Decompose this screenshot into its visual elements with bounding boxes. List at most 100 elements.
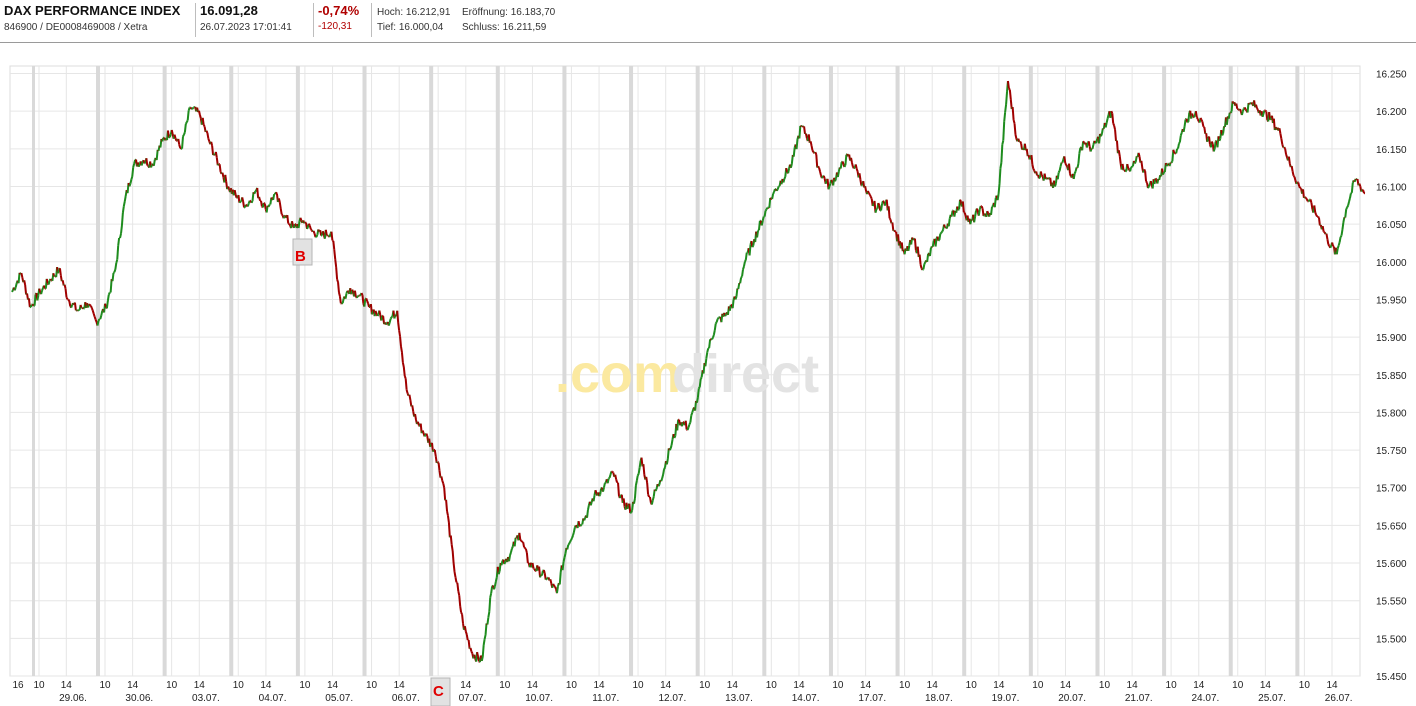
price-segment [1304, 196, 1307, 199]
price-segment [690, 412, 694, 416]
x-hour-label: 10 [299, 680, 311, 691]
price-segment [1143, 168, 1147, 172]
price-segment [493, 585, 496, 590]
price-segment [1140, 160, 1144, 169]
price-segment [437, 462, 441, 471]
price-segment [1137, 152, 1141, 157]
price-segment [1303, 196, 1306, 199]
price-segment [112, 271, 116, 274]
x-hour-label: 14 [194, 680, 206, 691]
x-hour-label: 14 [1260, 680, 1272, 691]
price-segment [1105, 118, 1109, 124]
price-segment [975, 208, 979, 213]
price-segment [768, 197, 772, 208]
y-axis: 16.250 16.200 16.150 16.100 16.050 16.000 15.9… [1376, 70, 1407, 683]
price-segment [121, 206, 125, 214]
price-segment [1350, 182, 1354, 193]
price-segment [1265, 111, 1269, 121]
price-segment [776, 186, 780, 190]
price-segment [1111, 113, 1115, 124]
price-segment [731, 299, 735, 309]
x-hour-label: 14 [727, 680, 739, 691]
price-segment [1315, 214, 1318, 218]
price-segment [980, 205, 984, 210]
price-segment [570, 537, 573, 541]
price-segment [253, 190, 257, 195]
price-segment [376, 313, 380, 317]
session-separator [1228, 66, 1233, 676]
price-segment [997, 183, 1001, 195]
price-segment [1269, 118, 1272, 121]
price-segment [20, 272, 24, 278]
price-segment [618, 494, 622, 499]
price-segment [351, 289, 354, 292]
price-segment [1182, 126, 1186, 133]
y-tick-label: 16.100 [1376, 182, 1407, 193]
price-segment [663, 467, 666, 470]
price-segment [575, 524, 578, 528]
instrument-header: DAX PERFORMANCE INDEX 846900 / DE0008469… [0, 0, 1416, 43]
price-segment [940, 231, 943, 234]
price-segment [345, 290, 349, 294]
price-segment [626, 505, 630, 510]
price-segment [246, 203, 250, 207]
price-segment [442, 483, 446, 488]
x-day-label: 13.07. [725, 693, 753, 704]
price-segment [476, 651, 480, 657]
instrument-id: 846900 / DE0008469008 / Xetra [4, 22, 148, 33]
price-segment [1183, 119, 1187, 127]
price-segment [634, 480, 638, 486]
price-segment [742, 261, 746, 267]
price-segment [922, 264, 926, 270]
price-segment [279, 208, 283, 215]
price-segment [638, 460, 642, 468]
price-segment [133, 159, 137, 165]
price-segment [552, 583, 556, 587]
price-segment [202, 124, 206, 128]
price-segment [1295, 181, 1299, 185]
price-segment [421, 430, 425, 434]
price-segment [1338, 236, 1342, 243]
price-segment [299, 217, 303, 222]
price-segment [795, 138, 799, 150]
price-segment [918, 254, 922, 265]
price-segment [465, 634, 469, 641]
price-segment [183, 123, 187, 133]
x-hour-label: 14 [860, 680, 872, 691]
price-segment [637, 467, 641, 474]
price-segment [14, 282, 18, 288]
price-segment [739, 277, 743, 284]
price-segment [586, 509, 589, 518]
price-segment [882, 200, 885, 203]
price-segment [96, 320, 100, 326]
price-segment [1243, 107, 1247, 110]
price-segment [913, 238, 917, 251]
x-hour-label: 14 [993, 680, 1005, 691]
price-segment [452, 562, 456, 573]
price-segment [161, 137, 165, 142]
session-separator [962, 66, 967, 676]
price-segment [183, 131, 186, 136]
price-segment [1203, 127, 1207, 134]
y-tick-label: 15.500 [1376, 634, 1407, 645]
price-segment [322, 231, 325, 236]
price-segment [704, 358, 708, 367]
price-segment [433, 449, 437, 457]
price-segment [1235, 103, 1239, 109]
price-segment [708, 339, 712, 348]
price-segment [94, 319, 98, 323]
price-segment [1170, 160, 1174, 164]
price-segment [853, 166, 856, 170]
x-hour-label: 14 [460, 680, 472, 691]
price-segment [221, 172, 225, 178]
price-segment [522, 542, 526, 548]
price-segment [401, 362, 405, 368]
price-segment [177, 138, 181, 145]
price-segment [1077, 153, 1081, 164]
price-segment [869, 196, 873, 200]
price-segment [11, 289, 14, 293]
price-segment [1348, 197, 1351, 202]
price-segment [836, 171, 840, 178]
price-segment [328, 233, 332, 238]
price-segment [1347, 201, 1350, 206]
